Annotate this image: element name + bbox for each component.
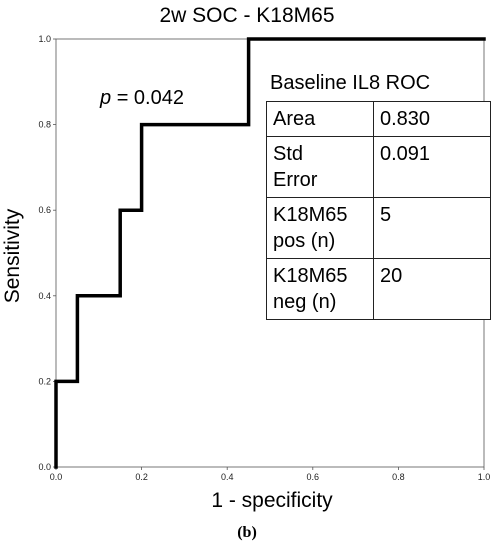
stats-row-std-error: Std Error 0.091 [266, 136, 491, 198]
stats-value-std-error: 0.091 [373, 136, 491, 198]
y-tick-label: 0.0 [38, 462, 51, 472]
x-tick-label: 0.8 [392, 472, 405, 482]
stats-label-std-error: Std Error [266, 136, 374, 198]
x-tick-label: 0.2 [135, 472, 148, 482]
y-tick-label: 1.0 [38, 34, 51, 44]
stats-label-pos: K18M65 pos (n) [266, 197, 374, 259]
x-axis-label: 1 - specificity [211, 489, 333, 512]
x-tick-label: 0.6 [307, 472, 320, 482]
roc-curve-line [54, 37, 486, 469]
p-value-text: = 0.042 [116, 87, 184, 109]
y-tick-label: 0.4 [38, 291, 51, 301]
stats-row-pos: K18M65 pos (n) 5 [266, 197, 491, 259]
y-axis-label: Sensitivity [1, 208, 24, 304]
stats-label-neg: K18M65 neg (n) [266, 258, 374, 320]
stats-value-area: 0.830 [373, 101, 491, 137]
y-tick-label: 0.8 [38, 120, 51, 130]
x-tick-label: 0.4 [221, 472, 234, 482]
y-tick-label: 0.2 [38, 376, 51, 386]
stats-row-area: Area 0.830 [266, 101, 491, 137]
stats-value-pos: 5 [373, 197, 491, 259]
p-value-annotation: p = 0.042 [100, 87, 184, 110]
p-symbol: p [100, 87, 112, 109]
y-tick-label: 0.6 [38, 205, 51, 215]
x-tick-label: 1.0 [478, 472, 491, 482]
chart-title: 2w SOC - K18M65 [159, 4, 335, 27]
stats-table: Area 0.830 Std Error 0.091 K18M65 pos (n… [266, 101, 491, 320]
x-tick-label: 0.0 [50, 472, 63, 482]
stats-row-neg: K18M65 neg (n) 20 [266, 258, 491, 320]
stats-value-neg: 20 [373, 258, 491, 320]
stats-table-heading: Baseline IL8 ROC [270, 72, 431, 94]
stats-label-area: Area [266, 101, 374, 137]
figure-caption: (b) [237, 524, 257, 541]
